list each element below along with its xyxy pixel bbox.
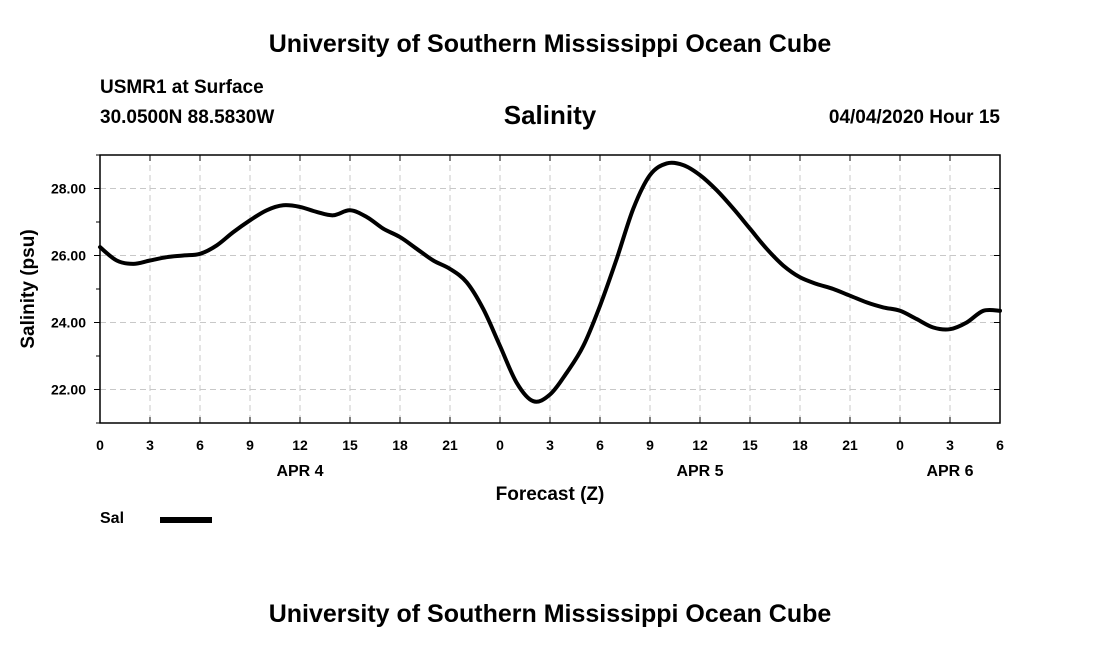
- y-tick-label: 28.00: [51, 181, 86, 197]
- x-tick-label: 3: [146, 437, 154, 453]
- header-title: University of Southern Mississippi Ocean…: [268, 30, 832, 58]
- legend-swatch: [160, 517, 212, 523]
- station-coords: 30.0500N 88.5830W: [100, 107, 275, 128]
- x-tick-label: 9: [246, 437, 254, 453]
- x-tick-label: 0: [496, 437, 504, 453]
- x-tick-label: 6: [596, 437, 604, 453]
- footer-title: University of Southern Mississippi Ocean…: [268, 600, 832, 628]
- y-tick-label: 26.00: [51, 248, 86, 264]
- x-tick-label: 0: [96, 437, 104, 453]
- date-label: APR 5: [676, 463, 723, 480]
- x-tick-label: 21: [442, 437, 458, 453]
- x-tick-label: 12: [292, 437, 308, 453]
- x-tick-label: 18: [392, 437, 408, 453]
- x-tick-label: 9: [646, 437, 654, 453]
- x-axis-label: Forecast (Z): [496, 484, 605, 505]
- plot-frame: [99, 154, 1001, 424]
- y-tick-label: 24.00: [51, 315, 86, 331]
- legend-label: Sal: [100, 510, 125, 527]
- y-tick-label: 22.00: [51, 382, 86, 398]
- chart-title: Salinity: [503, 100, 597, 130]
- x-tick-label: 15: [342, 437, 358, 453]
- x-tick-label: 0: [896, 437, 904, 453]
- y-axis-label: Salinity (psu): [18, 229, 39, 348]
- date-label: APR 4: [276, 463, 323, 480]
- x-tick-label: 15: [742, 437, 758, 453]
- date-label: APR 6: [926, 463, 973, 480]
- station-name: USMR1 at Surface: [100, 77, 264, 98]
- forecast-datetime: 04/04/2020 Hour 15: [828, 107, 1000, 128]
- x-tick-label: 18: [792, 437, 808, 453]
- x-tick-label: 3: [546, 437, 554, 453]
- x-tick-label: 21: [842, 437, 858, 453]
- x-tick-label: 6: [196, 437, 204, 453]
- series-line-sal: [98, 160, 1002, 404]
- x-tick-label: 12: [692, 437, 708, 453]
- x-tick-label: 3: [946, 437, 954, 453]
- x-tick-label: 6: [996, 437, 1004, 453]
